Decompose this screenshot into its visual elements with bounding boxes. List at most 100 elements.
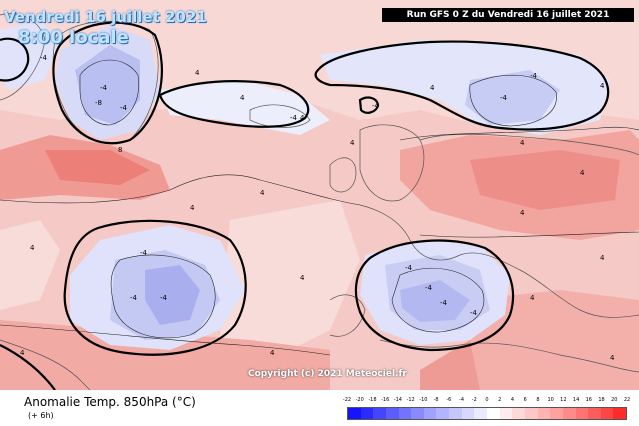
- legend-swatch: [436, 408, 450, 419]
- contour-label: 4: [600, 82, 605, 90]
- coastlines: [0, 13, 639, 390]
- contour-label: -4: [100, 84, 108, 92]
- warm-north-africa-patch: [420, 340, 480, 390]
- contour-label: 4: [580, 169, 585, 177]
- legend-tick-label: -14: [393, 397, 402, 403]
- strongest-warm-russia-core: [470, 150, 620, 210]
- legend-swatch: [600, 408, 614, 419]
- legend-tick-label: -4: [459, 397, 465, 403]
- contour-label: -4: [140, 249, 148, 257]
- map-canvas: 4 4 4 4 4 4 4 4 4 4 4 4 4 4 4 4 4 4 -4 -…: [0, 0, 639, 390]
- secondary-contours: [0, 59, 639, 356]
- map-title: Anomalie Temp. 850hPa (°C): [24, 395, 196, 409]
- legend-tick-label: -8: [433, 397, 439, 403]
- contour-label: 4: [30, 244, 35, 252]
- weak-warm-atlantic-patch: [220, 200, 360, 360]
- legend-swatch: [512, 408, 525, 419]
- weak-warm-west-patch: [0, 220, 60, 310]
- legend-swatch: [348, 408, 361, 419]
- legend-swatch: [550, 408, 563, 419]
- legend-color-bar: [347, 407, 627, 420]
- cold-atlantic-core: [145, 265, 200, 325]
- legend-tick-label: 16: [585, 397, 592, 403]
- contour-label: -4: [130, 294, 138, 302]
- legend-tick-label: -20: [355, 397, 364, 403]
- contour-label: 4: [520, 139, 525, 147]
- legend-tick-label: 0: [485, 397, 489, 403]
- forecast-date: Vendredi 16 juillet 2021: [4, 8, 207, 26]
- contour-label: -4: [120, 104, 128, 112]
- contour-label-layer: 4 4 4 4 4 4 4 4 4 4 4 4 4 4 4 4 4 4 -4 -…: [20, 54, 615, 362]
- contour-label: 4: [600, 254, 605, 262]
- contour-label: 4: [20, 349, 25, 357]
- legend-swatch: [575, 408, 589, 419]
- contour-label: -4: [500, 94, 508, 102]
- legend-swatch: [537, 408, 551, 419]
- contour-label: 4: [430, 84, 435, 92]
- cold-arctic-russia-inner: [465, 70, 560, 125]
- legend-tick-label: 22: [623, 397, 631, 403]
- legend-tick-label: -10: [419, 397, 428, 403]
- legend-tick-labels: -22 -20 -18 -16 -14 -12 -10 -8 -6 -4 -2 0 2 4 6 8 10 12 14…: [343, 397, 631, 406]
- legend-swatch: [474, 408, 488, 419]
- legend-tick-label: -2: [471, 397, 477, 403]
- contour-label: -4: [40, 54, 48, 62]
- legend-swatch: [524, 408, 538, 419]
- legend-tick-label: 2: [498, 397, 502, 403]
- forecast-step: (+ 6h): [28, 411, 54, 420]
- contour-label: 4: [300, 114, 305, 122]
- contour-label: 4: [530, 294, 535, 302]
- contour-label: 4: [610, 354, 615, 362]
- legend-swatch: [449, 408, 462, 419]
- legend-tick-label: 8: [536, 397, 540, 403]
- contour-label: -4: [372, 102, 380, 110]
- legend-tick-label: 4: [510, 397, 515, 403]
- legend-tick-label: -18: [368, 397, 377, 403]
- warm-mediterranean-east: [470, 290, 639, 390]
- contour-label: -4: [470, 309, 478, 317]
- legend-swatch: [461, 408, 475, 419]
- contour-label: -4: [290, 114, 298, 122]
- contour-label: 4: [520, 209, 525, 217]
- contour-label: -8: [95, 99, 102, 107]
- legend-tick-label: -16: [381, 397, 390, 403]
- cold-norwegian-sea: [160, 80, 330, 135]
- legend-swatch: [411, 408, 424, 419]
- contour-label: 4: [350, 139, 355, 147]
- cold-central-europe-core: [400, 280, 470, 322]
- legend-swatch: [360, 408, 374, 419]
- legend-swatch: [398, 408, 412, 419]
- contour-label: 4: [270, 349, 275, 357]
- strongest-warm-greenland-core: [45, 150, 150, 185]
- legend-tick-label: 18: [598, 397, 605, 403]
- legend-swatch: [487, 408, 500, 419]
- model-run-banner: Run GFS 0 Z du Vendredi 16 juillet 2021: [382, 8, 634, 22]
- contour-label: -4: [160, 294, 168, 302]
- contour-label: -4: [405, 264, 413, 272]
- color-scale-legend: -22 -20 -18 -16 -14 -12 -10 -8 -6 -4 -2 0 2 4 6 8 10 12 14…: [343, 397, 631, 423]
- legend-tick-label: 20: [611, 397, 618, 403]
- legend-tick-label: 12: [560, 397, 567, 403]
- legend-swatch: [588, 408, 601, 419]
- contour-label: 8: [118, 146, 122, 154]
- legend-tick-label: 14: [572, 397, 580, 403]
- legend-tick-label: -12: [406, 397, 415, 403]
- legend-swatch: [613, 408, 627, 419]
- contour-label: 4: [240, 94, 245, 102]
- legend-swatch: [385, 408, 399, 419]
- anomaly-map[interactable]: 4 4 4 4 4 4 4 4 4 4 4 4 4 4 4 4 4 4 -4 -…: [0, 0, 639, 390]
- legend-tick-label: -22: [342, 397, 352, 403]
- legend-tick-label: 10: [547, 397, 554, 403]
- legend-tick-label: -6: [446, 397, 452, 403]
- legend-tick-label: 6: [523, 397, 527, 403]
- contour-label: 4: [195, 69, 200, 77]
- contour-label: 4: [190, 204, 195, 212]
- cold-canada-arctic: [0, 20, 60, 90]
- contour-label: 4: [300, 274, 305, 282]
- contour-label: -4: [425, 284, 433, 292]
- legend-swatch: [562, 408, 576, 419]
- contour-label: 4: [260, 189, 265, 197]
- legend-swatch: [423, 408, 437, 419]
- contour-label: -4: [440, 299, 448, 307]
- legend-swatch: [373, 408, 386, 419]
